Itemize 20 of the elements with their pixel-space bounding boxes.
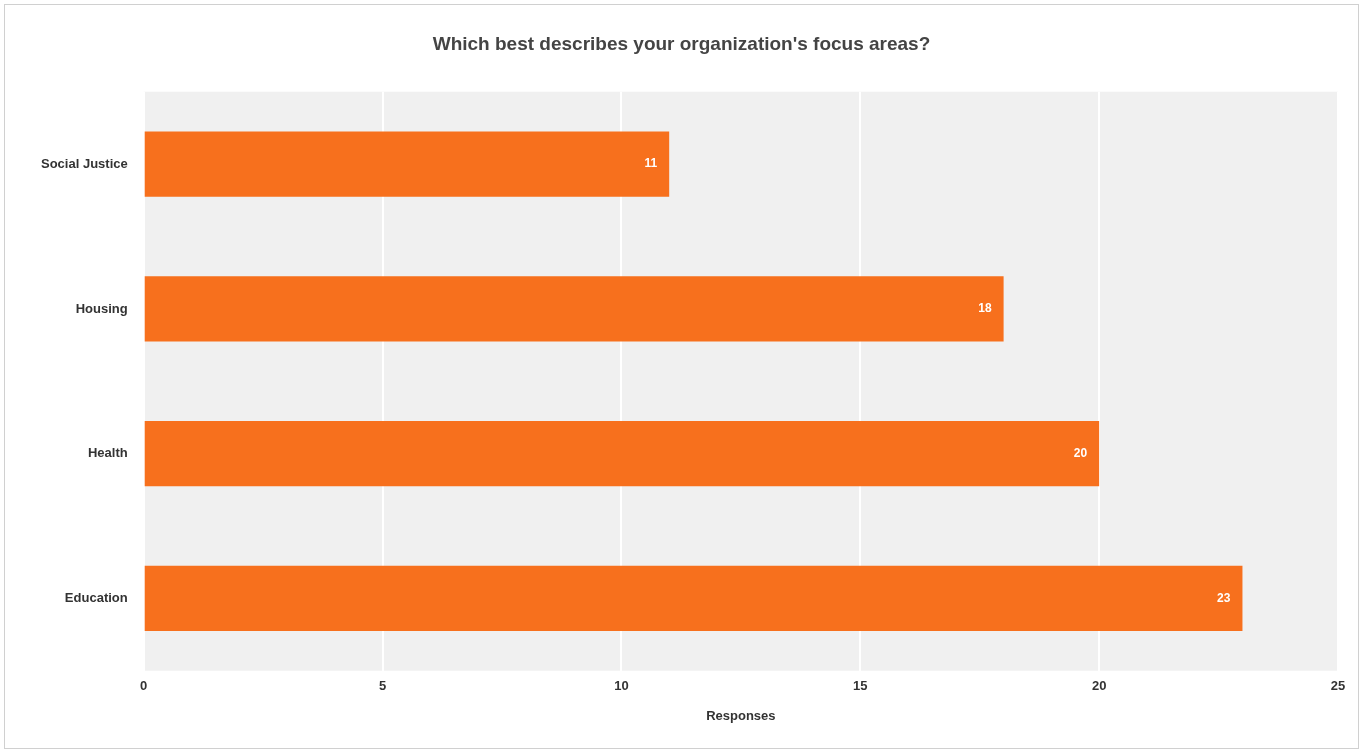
- data-label: 20: [1073, 445, 1088, 460]
- chart-title: Which best describes your organization's focus areas?: [432, 32, 931, 54]
- x-tick-label: 0: [140, 678, 148, 694]
- x-tick-label: 15: [853, 678, 868, 694]
- x-tick-label: 5: [378, 678, 387, 694]
- bar: [144, 276, 1004, 342]
- bar: [144, 421, 1100, 487]
- bar: [144, 565, 1243, 631]
- x-tick-label: 25: [1330, 678, 1346, 694]
- y-tick-label: Social Justice: [40, 155, 128, 171]
- y-tick-label: Education: [64, 590, 128, 605]
- data-label: 23: [1217, 590, 1231, 605]
- x-tick-label: 20: [1091, 678, 1107, 694]
- x-tick-label: 10: [614, 678, 629, 694]
- data-label: 11: [644, 156, 658, 171]
- y-tick-label: Health: [87, 445, 128, 461]
- y-tick-label: Housing: [75, 300, 128, 316]
- x-axis-title: Responses: [706, 707, 776, 723]
- bar: [144, 131, 670, 197]
- data-label: 18: [978, 301, 992, 316]
